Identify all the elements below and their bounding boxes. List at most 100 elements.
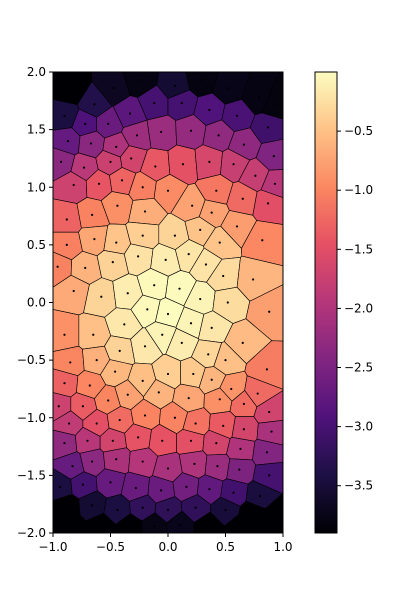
- seed-point: [93, 103, 96, 106]
- seed-point: [166, 312, 170, 316]
- colorbar-tick-label: −3.5: [344, 479, 373, 493]
- voronoi-cells: [53, 72, 283, 533]
- seed-point: [126, 393, 129, 396]
- seed-point: [194, 506, 197, 509]
- seed-point: [210, 378, 213, 381]
- seed-point: [126, 292, 129, 295]
- seed-point: [63, 442, 66, 445]
- seed-point: [173, 416, 176, 419]
- seed-point: [143, 210, 147, 213]
- seed-point: [141, 234, 144, 237]
- seed-point: [128, 112, 132, 115]
- seed-point: [227, 87, 231, 90]
- seed-point: [69, 88, 72, 91]
- seed-point: [242, 402, 245, 406]
- seed-point: [112, 87, 116, 90]
- seed-point: [138, 78, 141, 82]
- seed-point: [81, 483, 84, 486]
- y-tick-label: 1.5: [27, 123, 46, 137]
- seed-point: [65, 243, 68, 246]
- seed-point: [107, 399, 110, 402]
- seed-point: [118, 349, 121, 352]
- seed-point: [180, 341, 183, 344]
- seed-point: [57, 405, 60, 408]
- seed-point: [208, 488, 211, 491]
- seed-point: [154, 165, 157, 168]
- seed-point: [115, 241, 118, 244]
- seed-point: [173, 234, 176, 237]
- x-tick-label: −1.0: [38, 540, 67, 554]
- colorbar-tick-label: −1.0: [344, 183, 373, 197]
- seed-point: [241, 341, 244, 344]
- x-tick-label: 1.0: [273, 540, 292, 554]
- seed-point: [181, 163, 185, 166]
- seed-point: [265, 451, 268, 454]
- seed-point: [178, 523, 181, 527]
- seed-point: [166, 467, 170, 470]
- y-tick-label: 2.0: [27, 65, 46, 79]
- y-tick-label: −0.5: [17, 353, 46, 367]
- colorbar-tick-label: −0.5: [344, 124, 373, 138]
- voronoi-cell: [261, 72, 283, 120]
- seed-point: [88, 384, 91, 387]
- seed-point: [187, 252, 190, 256]
- seed-point: [114, 370, 117, 373]
- seed-point: [189, 439, 193, 442]
- seed-point: [130, 157, 133, 160]
- seed-point: [268, 310, 271, 313]
- seed-point: [120, 179, 124, 182]
- seed-point: [56, 265, 59, 268]
- seed-point: [116, 508, 119, 512]
- y-axis-ticks: −2.0 −1.5 −1.0 −0.5 0.0 0.5 1.0 1.5 2.0: [17, 65, 53, 540]
- seed-point: [66, 140, 70, 143]
- seed-point: [273, 182, 277, 185]
- seed-point: [91, 460, 94, 463]
- seed-point: [63, 333, 66, 336]
- seed-point: [241, 197, 244, 200]
- colorbar-tick-label: −2.0: [344, 301, 373, 315]
- seed-point: [256, 392, 259, 395]
- seed-point: [95, 422, 98, 425]
- seed-point: [272, 155, 275, 158]
- seed-point: [143, 345, 147, 348]
- seed-point: [137, 255, 140, 258]
- y-tick-label: 0.5: [27, 238, 46, 252]
- seed-point: [69, 526, 72, 529]
- seed-point: [254, 174, 257, 177]
- seed-point: [216, 465, 219, 468]
- x-tick-label: 0.0: [158, 540, 177, 554]
- seed-point: [95, 359, 98, 362]
- voronoi-cell: [241, 220, 283, 267]
- y-tick-label: 1.0: [27, 180, 46, 194]
- seed-point: [187, 397, 190, 400]
- seed-point: [134, 486, 137, 490]
- seed-point: [193, 462, 196, 465]
- seed-point: [161, 333, 164, 336]
- y-tick-label: −1.0: [17, 411, 46, 425]
- seed-point: [68, 422, 71, 425]
- seed-point: [69, 361, 72, 364]
- seed-point: [89, 142, 93, 145]
- seed-point: [166, 189, 170, 192]
- seed-point: [63, 114, 66, 117]
- y-tick-label: −1.5: [17, 468, 46, 482]
- seed-point: [242, 428, 245, 431]
- seed-point: [111, 261, 114, 264]
- colorbar-tick-label: −1.5: [344, 242, 373, 256]
- seed-point: [258, 495, 262, 498]
- seed-point: [189, 322, 193, 325]
- seed-point: [242, 143, 245, 146]
- seed-point: [118, 418, 121, 422]
- seed-point: [189, 129, 193, 132]
- seed-point: [226, 301, 229, 304]
- seed-point: [100, 295, 103, 298]
- seed-point: [252, 513, 255, 516]
- seed-point: [111, 439, 114, 442]
- voronoi-seed-points: [56, 78, 279, 530]
- colorbar-tick-label: −2.5: [344, 361, 373, 375]
- seed-point: [81, 405, 84, 408]
- seed-point: [72, 183, 75, 187]
- seed-point: [252, 278, 255, 281]
- seed-point: [257, 96, 260, 99]
- colorbar-tick-label: −3.0: [344, 420, 373, 434]
